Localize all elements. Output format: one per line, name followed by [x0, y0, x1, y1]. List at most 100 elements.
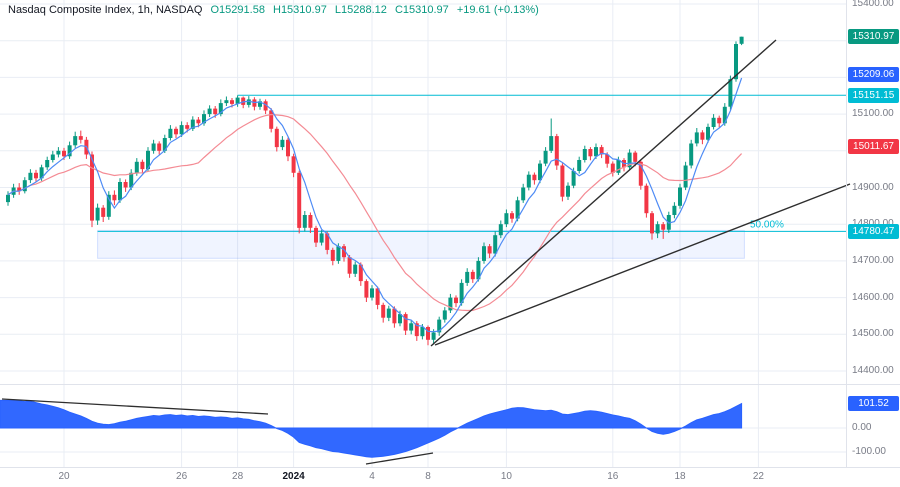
candle-body — [734, 44, 738, 80]
indicator-axis-label: 0.00 — [852, 422, 872, 433]
candle-body — [274, 128, 279, 148]
candle-body — [409, 323, 414, 331]
support-zone[interactable] — [97, 229, 745, 259]
candle-body — [297, 172, 302, 228]
candle-body — [347, 257, 352, 274]
candle-body — [56, 150, 61, 155]
candle-body — [566, 185, 570, 197]
indicator-trendline[interactable] — [365, 452, 434, 465]
candle-body — [482, 246, 486, 261]
candle-body — [112, 194, 117, 201]
price-badge: 15151.15 — [848, 87, 899, 103]
trendline[interactable] — [434, 183, 851, 346]
change-value: +19.61 (+0.13%) — [456, 4, 539, 16]
candle-body — [532, 174, 537, 181]
candle-body — [521, 187, 526, 201]
candle-body — [174, 128, 178, 135]
time-axis-label: 2024 — [282, 471, 305, 482]
price-axis-label: 14800.00 — [852, 218, 894, 230]
candle-body — [118, 182, 122, 201]
candle-body — [129, 172, 134, 188]
candle-body — [549, 136, 554, 151]
candle-body — [62, 150, 66, 157]
candle-body — [196, 119, 201, 124]
price-axis[interactable]: 15400.00 15100.00 14900.00 14800.00 14700.00… — [846, 0, 900, 467]
time-axis-label: 4 — [369, 471, 375, 482]
candle-body — [319, 233, 324, 243]
candle-body — [448, 297, 453, 311]
candle-body — [638, 161, 643, 186]
indicator-axis-label: -100.00 — [852, 446, 886, 457]
candle-body — [123, 182, 128, 188]
price-axis-label: 15100.00 — [852, 108, 894, 120]
candle-body — [90, 154, 94, 221]
candle-body — [605, 154, 610, 164]
time-axis-label: 26 — [176, 471, 188, 482]
candle-body — [442, 310, 447, 320]
candle-body — [190, 119, 195, 129]
candle-body — [28, 172, 33, 181]
candle-body — [241, 97, 246, 105]
candle-body — [398, 314, 402, 324]
candle-body — [280, 139, 285, 148]
candle-body — [437, 319, 442, 333]
candle-body — [706, 126, 710, 140]
candle-body — [218, 103, 223, 115]
symbol-legend[interactable]: Nasdaq Composite Index, 1h, NASDAQ O1529… — [8, 4, 539, 16]
price-axis-label: 15400.00 — [852, 0, 894, 9]
candle-body — [454, 297, 458, 304]
candle-body — [375, 288, 380, 305]
time-axis-label: 18 — [674, 471, 686, 482]
indicator-trendline[interactable] — [1, 398, 269, 415]
time-axis[interactable]: 20 26 28 2024 4 8 10 16 18 22 — [0, 467, 900, 487]
candle-body — [230, 100, 234, 104]
trendline[interactable] — [430, 39, 777, 347]
candle-body — [330, 249, 335, 261]
candle-body — [179, 125, 184, 135]
price-badge: 15209.06 — [848, 66, 899, 82]
candlestick-chart[interactable]: 50.00% — [0, 0, 900, 467]
candle-body — [17, 187, 22, 192]
candle-body — [420, 327, 425, 337]
fib-level-label: 50.00% — [750, 219, 784, 230]
candle-body — [728, 79, 733, 107]
candle-body — [162, 138, 167, 151]
candle-body — [291, 156, 296, 173]
ohlc-high-value: H15310.97 — [273, 4, 327, 16]
candle-body — [650, 213, 654, 234]
candle-body — [67, 145, 72, 157]
candle-body — [45, 160, 50, 168]
price-axis-label: 14600.00 — [852, 291, 894, 303]
candle-body — [498, 224, 503, 236]
candle-body — [526, 174, 531, 188]
candle-body — [431, 332, 436, 340]
symbol-title[interactable]: Nasdaq Composite Index, 1h, NASDAQ — [8, 4, 203, 16]
time-axis-label: 16 — [607, 471, 619, 482]
price-badge: 14780.47 — [848, 223, 899, 239]
candle-body — [286, 139, 290, 157]
price-badge: 15310.97 — [848, 29, 899, 45]
candle-body — [207, 108, 212, 115]
candle-body — [95, 207, 100, 221]
candle-body — [263, 101, 268, 111]
candle-body — [73, 136, 78, 146]
time-axis-label: 20 — [58, 471, 70, 482]
candle-body — [700, 132, 705, 140]
candle-body — [325, 233, 330, 250]
candle-body — [739, 36, 744, 44]
candle-body — [146, 150, 150, 170]
candle-body — [314, 227, 318, 243]
ma-fast-line — [7, 77, 743, 333]
candle-body — [571, 171, 576, 186]
candle-body — [504, 213, 509, 225]
candle-body — [39, 167, 44, 179]
price-axis-label: 14700.00 — [852, 254, 894, 266]
candle-body — [269, 110, 274, 129]
candle-body — [353, 264, 358, 274]
candle-body — [364, 281, 369, 298]
candle-body — [510, 213, 514, 219]
price-axis-label: 14900.00 — [852, 181, 894, 193]
candle-body — [694, 132, 699, 144]
candle-body — [459, 282, 464, 304]
